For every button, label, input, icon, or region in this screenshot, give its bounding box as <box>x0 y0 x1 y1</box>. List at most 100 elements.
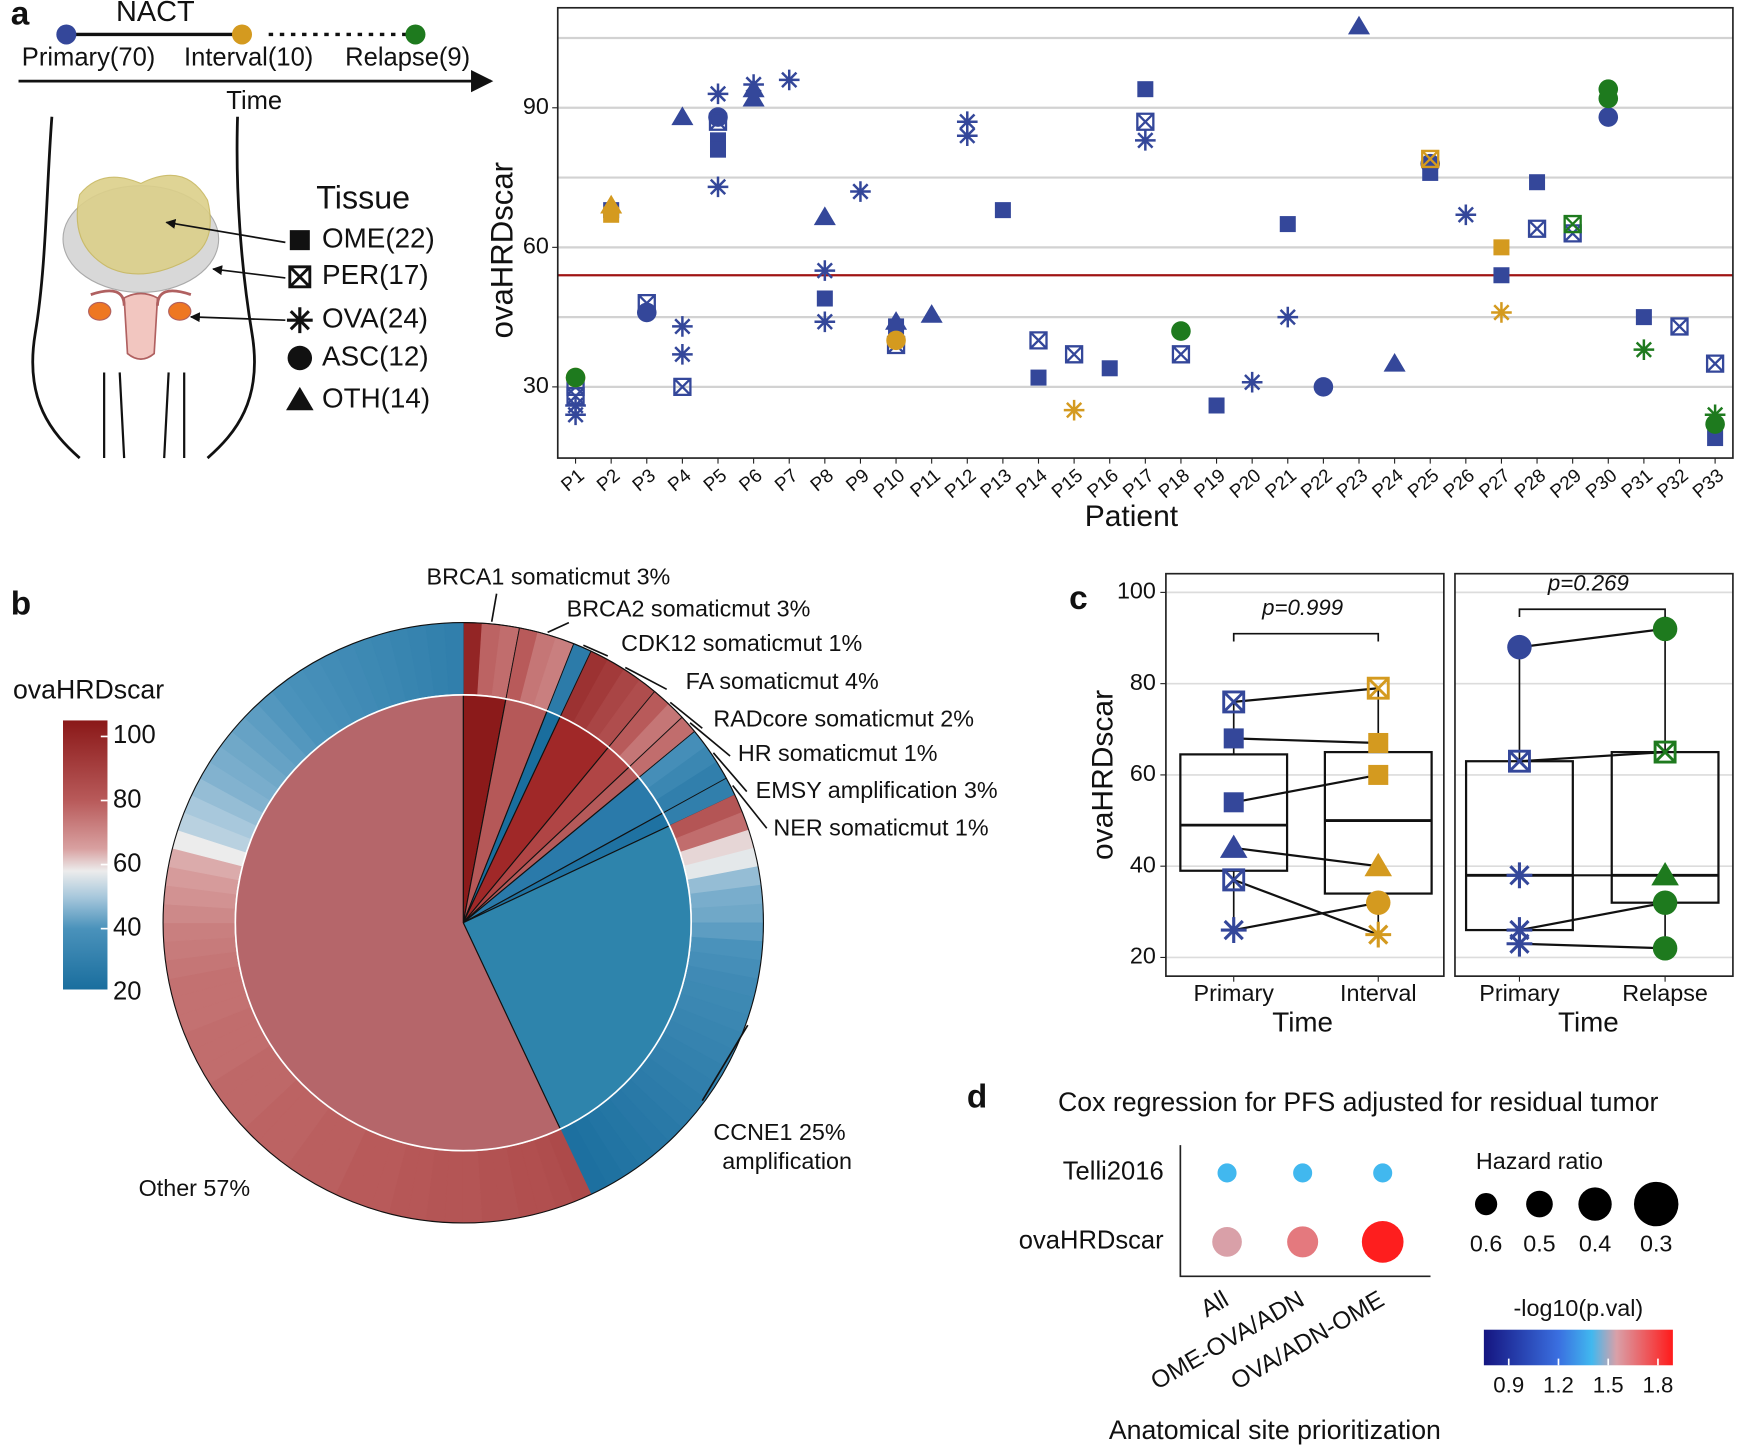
data-point <box>671 106 694 126</box>
x-tick-label: P24 <box>1368 465 1407 503</box>
data-point <box>1705 354 1725 373</box>
data-point <box>1383 352 1406 372</box>
data-point <box>1455 204 1477 226</box>
data-point <box>1705 414 1725 434</box>
y-axis-title: ovaHRDscar <box>1087 690 1120 860</box>
y-tick-label: 100 <box>1117 578 1156 604</box>
x-tick-label: P10 <box>870 465 909 503</box>
axes <box>1179 1145 1431 1278</box>
x-tick-label: P18 <box>1155 465 1194 503</box>
anatomy-illustration <box>31 116 286 460</box>
x-tick-label: Relapse <box>1622 980 1708 1006</box>
slice-label: Other 57% <box>139 1175 251 1201</box>
x-tick-label: P22 <box>1297 465 1336 503</box>
size-legend-label: 0.3 <box>1640 1230 1672 1256</box>
pair-line <box>1233 846 1379 868</box>
data-point <box>1220 917 1247 943</box>
column-label: All <box>1196 1286 1233 1323</box>
data-point <box>994 202 1011 219</box>
data-point <box>1313 377 1334 397</box>
data-point <box>956 111 978 133</box>
slice-label: NER somaticmut 1% <box>773 815 988 841</box>
data-point <box>707 176 729 198</box>
data-point <box>1422 164 1439 181</box>
x-tick-label: P25 <box>1404 465 1443 503</box>
leader-line <box>583 644 609 657</box>
p-value: p=0.999 <box>1261 595 1343 620</box>
data-point <box>1651 861 1679 886</box>
data-point <box>1633 339 1655 360</box>
size-legend-dot <box>1474 1192 1498 1216</box>
x-axis-title: Time <box>1558 1006 1619 1037</box>
x-tick-label: P5 <box>700 465 731 496</box>
colorbar-tick-label: 40 <box>113 913 141 941</box>
pair-line <box>1233 737 1379 745</box>
legend-label: OTH(14) <box>322 383 430 414</box>
colorbar-tick-label: 60 <box>113 849 141 877</box>
data-point <box>1707 430 1724 447</box>
data-point <box>742 87 765 107</box>
legend-label: OVA(24) <box>322 303 428 334</box>
x-tick-label: P33 <box>1689 465 1728 503</box>
x-tick-label: Primary <box>1194 980 1275 1006</box>
x-tick-label: P2 <box>593 465 624 496</box>
leader-line <box>712 752 748 793</box>
x-tick-label: Primary <box>1479 980 1560 1006</box>
data-point <box>565 404 586 426</box>
data-point <box>1064 345 1084 364</box>
data-point <box>1563 224 1582 243</box>
colorbar-tick-label: 80 <box>113 785 141 813</box>
x-tick-label: P9 <box>842 465 873 496</box>
size-legend-dot <box>1633 1181 1679 1227</box>
data-point <box>1652 890 1678 915</box>
data-point <box>1063 399 1085 421</box>
colorbar-tick-label: 1.2 <box>1543 1372 1574 1397</box>
pair-line <box>1233 687 1379 704</box>
legend-symbol <box>286 307 313 334</box>
data-point <box>565 367 586 388</box>
y-tick-label: 90 <box>523 93 549 119</box>
data-point <box>1366 676 1390 700</box>
leader-line <box>732 784 768 829</box>
y-tick-label: 40 <box>1130 851 1156 877</box>
data-point <box>1506 862 1533 889</box>
pair-line <box>1233 901 1379 932</box>
x-tick-label: P31 <box>1618 465 1657 503</box>
y-tick-label: 30 <box>523 372 549 398</box>
data-point <box>1507 634 1532 660</box>
x-tick-label: P26 <box>1440 465 1479 503</box>
data-point <box>1223 728 1244 749</box>
data-point <box>1598 107 1619 127</box>
size-legend-label: 0.5 <box>1523 1230 1555 1256</box>
leader-line <box>689 722 731 757</box>
data-point <box>1598 88 1619 109</box>
timeline-point <box>405 24 426 45</box>
colorbar-title: ovaHRDscar <box>13 675 164 705</box>
data-point <box>1241 371 1263 393</box>
facet-frame <box>1454 572 1734 977</box>
data-point <box>1222 868 1246 892</box>
slice-label: FA somaticmut 4% <box>686 668 879 694</box>
x-tick-label: P30 <box>1582 465 1621 503</box>
data-point <box>850 181 871 202</box>
data-point <box>1219 834 1248 858</box>
significance-bracket <box>1518 608 1666 618</box>
timeline-label: Relapse(9) <box>345 44 470 72</box>
data-point <box>1030 369 1047 386</box>
data-point <box>920 304 943 323</box>
timeline-point <box>56 24 77 45</box>
timeline-label: Primary(70) <box>22 44 156 72</box>
x-tick-label: P13 <box>977 465 1016 503</box>
x-tick-label: P23 <box>1333 465 1372 503</box>
x-axis-title: Time <box>1272 1006 1333 1037</box>
legend-title: -log10(p.val) <box>1514 1295 1644 1321</box>
data-point <box>672 344 693 365</box>
slice-label: CCNE1 25% <box>713 1119 845 1145</box>
y-tick-label: 60 <box>1130 760 1156 786</box>
dot <box>1217 1163 1237 1183</box>
legend-label: OME(22) <box>322 222 435 253</box>
data-point <box>708 112 728 131</box>
slice-label: EMSY amplification 3% <box>756 777 998 803</box>
data-point <box>1529 174 1546 191</box>
